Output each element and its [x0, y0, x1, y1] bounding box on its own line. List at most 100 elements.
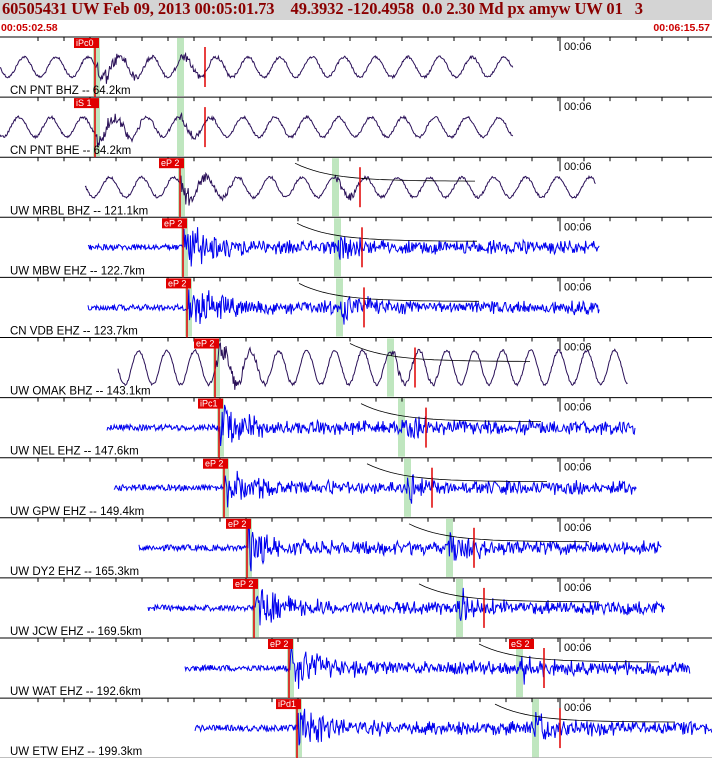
p-pick-label: eP 2 [205, 459, 223, 469]
station-label: CN VDB EHZ -- 123.7km [10, 326, 138, 338]
coda-curve [298, 283, 479, 302]
trace-row: 00:06 iS 1 CN PNT BHE -- 64.2km [0, 97, 689, 158]
s-window [387, 338, 394, 397]
coda-curve [418, 583, 599, 603]
p-pick-flag [203, 458, 228, 469]
trace-row: 00:06 iPc1 UW NEL EHZ -- 147.6km [10, 397, 689, 458]
p-pick-flag [226, 518, 251, 529]
p-pick-label: eP 2 [161, 158, 179, 168]
coda-curve [360, 403, 541, 422]
p-pick-flag [74, 38, 99, 48]
station-label: UW NEL EHZ -- 147.6km [10, 446, 139, 458]
s-window [177, 98, 184, 157]
time-tick-label: 00:06 [564, 582, 592, 594]
coda-curve [349, 343, 530, 362]
coda-curve [494, 703, 675, 723]
p-pick-label: eP 2 [228, 519, 246, 529]
p-pick-flag [166, 278, 191, 289]
trace-row: 00:06 eP 2 CN VDB EHZ -- 123.7km [10, 277, 689, 338]
p-pick-flag [74, 98, 99, 109]
trace-row: 00:06 eP 2 UW GPW EHZ -- 149.4km [10, 457, 689, 518]
time-tick-label: 00:06 [564, 281, 592, 293]
trace-row: 00:06 iPc0 CN PNT BHZ -- 64.2km [0, 37, 689, 98]
trace-row: 00:06 eP 2 UW DY2 EHZ -- 165.3km [10, 517, 689, 578]
waveform-trace [106, 404, 636, 447]
waveform-trace [84, 171, 596, 206]
waveform-trace [0, 112, 514, 148]
p-pick-label: eP 2 [168, 278, 186, 288]
s-pick-flag [509, 639, 534, 649]
p-pick-label: iPc0 [76, 38, 94, 48]
coda-curve [408, 523, 589, 543]
station-label: UW WAT EHZ -- 192.6km [10, 686, 141, 698]
s-window [516, 639, 523, 698]
time-tick-label: 00:06 [564, 642, 592, 654]
station-label: UW OMAK BHZ -- 143.1km [10, 386, 151, 398]
trace-row: 00:06 eP 2 UW OMAK BHZ -- 143.1km [10, 337, 689, 398]
time-tick-label: 00:06 [564, 221, 592, 233]
time-tick-label: 00:06 [564, 101, 592, 113]
p-window [252, 578, 259, 637]
waveform-trace [194, 708, 712, 746]
station-label: CN PNT BHE -- 64.2km [10, 145, 131, 157]
trace-row: 00:06 eP 2 eS 2 UW WAT EHZ -- 192.6km [10, 638, 691, 699]
p-pick-label: eP 2 [164, 218, 182, 228]
waveform-trace [87, 289, 600, 325]
trace-row: 00:06 eP 2 UW MRBL BHZ -- 121.1km [10, 157, 689, 218]
p-window [217, 398, 224, 457]
s-pick-label: eS 2 [511, 639, 530, 649]
p-pick-label: iPc1 [200, 399, 218, 409]
station-label: UW MRBL BHZ -- 121.1km [10, 205, 148, 217]
time-tick-label: 00:06 [564, 522, 592, 534]
trace-row: 00:06 eP 2 UW MBW EHZ -- 122.7km [10, 217, 689, 278]
p-pick-flag [276, 699, 301, 710]
title-bar: 60505431 UW Feb 09, 2013 00:05:01.73 49.… [0, 0, 712, 20]
end-time-label: 00:06:15.57 [653, 22, 710, 34]
event-title: 60505431 UW Feb 09, 2013 00:05:01.73 49.… [2, 0, 643, 18]
waveform-trace [0, 51, 514, 84]
p-window [93, 98, 100, 157]
trace-row: 00:06 eP 2 UW JCW EHZ -- 169.5km [10, 577, 689, 638]
station-label: UW MBW EHZ -- 122.7km [10, 265, 145, 277]
p-pick-flag [268, 639, 293, 649]
p-pick-flag [194, 338, 219, 349]
waveform-trace [184, 645, 691, 689]
p-pick-label: iPd1 [278, 699, 296, 709]
coda-curve [478, 643, 659, 663]
s-window [177, 38, 184, 97]
p-pick-label: eP 2 [196, 339, 214, 349]
coda-curve [296, 222, 477, 242]
waveform-trace [87, 227, 600, 267]
time-tick-label: 00:06 [564, 402, 592, 414]
waveform-trace [147, 587, 666, 626]
p-pick-flag [159, 158, 184, 169]
start-time-label: 00:05:02.58 [1, 22, 58, 34]
p-pick-label: eP 2 [270, 639, 288, 649]
waveform-trace [113, 470, 637, 508]
p-pick-label: eP 2 [235, 579, 253, 589]
waveform-trace [138, 520, 662, 572]
p-window [213, 338, 220, 397]
coda-curve [366, 463, 547, 482]
station-label: UW DY2 EHZ -- 165.3km [10, 566, 139, 578]
station-label: CN PNT BHZ -- 64.2km [10, 85, 131, 97]
station-label: UW ETW EHZ -- 199.3km [10, 746, 142, 758]
station-label: UW JCW EHZ -- 169.5km [10, 626, 142, 638]
coda-curve [294, 162, 475, 182]
time-tick-label: 00:06 [564, 462, 592, 474]
time-tick-label: 00:06 [564, 702, 592, 714]
time-tick-label: 00:06 [564, 41, 592, 53]
p-pick-label: iS 1 [76, 98, 92, 108]
trace-row: 00:06 iPd1 UW ETW EHZ -- 199.3km [10, 698, 712, 758]
p-pick-flag [198, 398, 223, 409]
station-label: UW GPW EHZ -- 149.4km [10, 506, 144, 518]
waveform-trace [117, 342, 628, 390]
s-window [332, 158, 339, 217]
p-window [245, 518, 252, 577]
p-window [222, 458, 229, 517]
p-pick-flag [162, 218, 187, 229]
p-window [287, 639, 294, 698]
time-tick-label: 00:06 [564, 161, 592, 173]
time-tick-label: 00:06 [564, 342, 592, 354]
